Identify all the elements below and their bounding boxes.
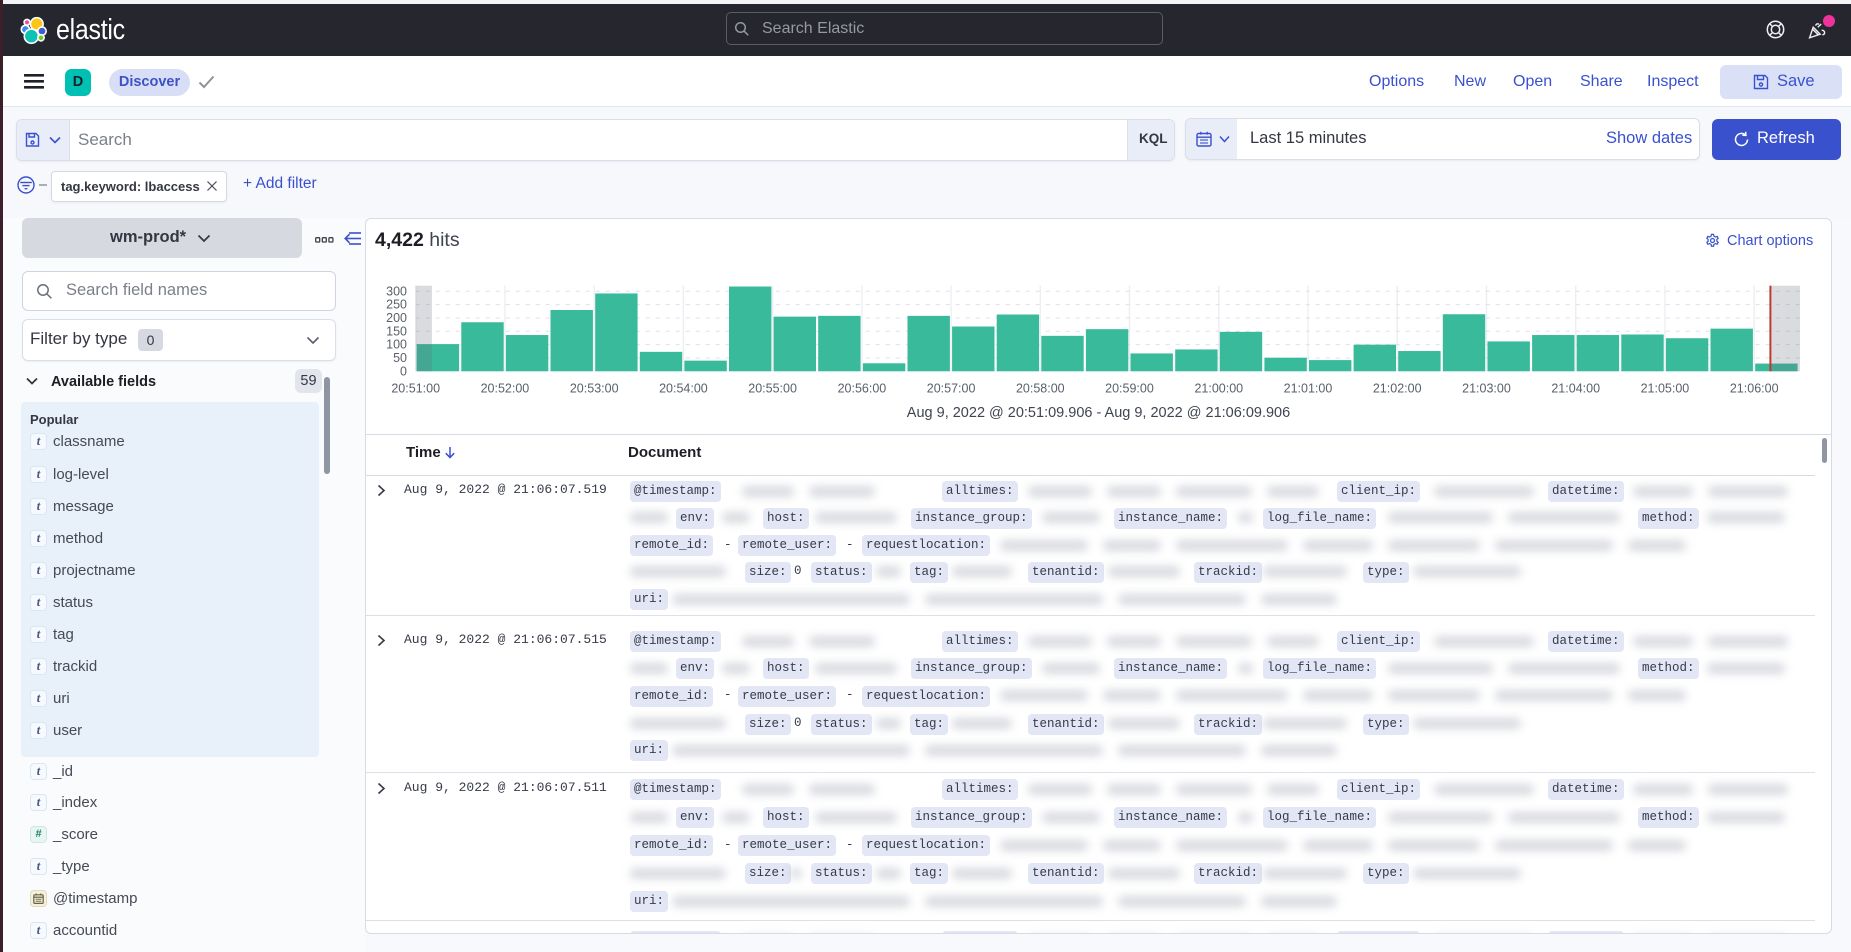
- svg-text:20:56:00: 20:56:00: [838, 382, 887, 396]
- svg-text:21:01:00: 21:01:00: [1284, 382, 1333, 396]
- svg-text:150: 150: [386, 324, 407, 338]
- svg-text:200: 200: [386, 311, 407, 325]
- svg-text:20:57:00: 20:57:00: [927, 382, 976, 396]
- svg-text:21:03:00: 21:03:00: [1462, 382, 1511, 396]
- svg-text:21:04:00: 21:04:00: [1551, 382, 1600, 396]
- svg-text:21:02:00: 21:02:00: [1373, 382, 1422, 396]
- svg-text:20:51:00: 20:51:00: [391, 382, 440, 396]
- svg-text:20:59:00: 20:59:00: [1105, 382, 1154, 396]
- svg-text:0: 0: [400, 364, 407, 378]
- svg-text:20:54:00: 20:54:00: [659, 382, 708, 396]
- svg-text:21:00:00: 21:00:00: [1194, 382, 1243, 396]
- svg-text:250: 250: [386, 298, 407, 312]
- svg-text:20:55:00: 20:55:00: [748, 382, 797, 396]
- svg-text:100: 100: [386, 338, 407, 352]
- svg-text:20:52:00: 20:52:00: [481, 382, 530, 396]
- svg-text:21:06:00: 21:06:00: [1730, 382, 1779, 396]
- svg-text:50: 50: [393, 351, 407, 365]
- svg-text:20:58:00: 20:58:00: [1016, 382, 1065, 396]
- svg-text:300: 300: [386, 284, 407, 298]
- svg-text:21:05:00: 21:05:00: [1641, 382, 1690, 396]
- svg-text:20:53:00: 20:53:00: [570, 382, 619, 396]
